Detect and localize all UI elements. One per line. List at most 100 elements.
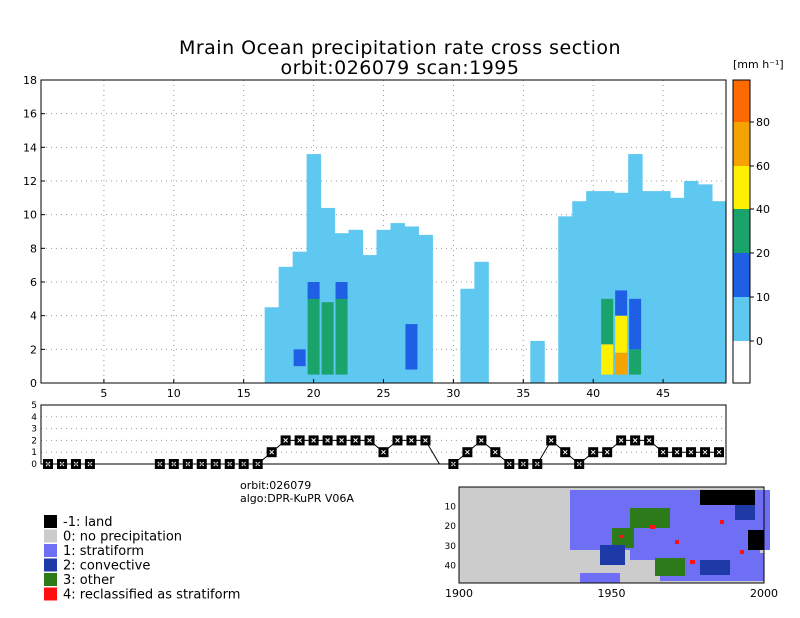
colorbar-tick-label: 0: [756, 335, 763, 348]
swath-patch: [735, 505, 755, 520]
colorbar-tick-label: 80: [756, 116, 770, 129]
swath-patch: [580, 573, 620, 583]
type-tick-label: 3: [31, 425, 37, 435]
type-marker-cross: [423, 438, 428, 443]
y-tick-label: 4: [30, 310, 37, 323]
swath-ticks: 1900 1950 2000 10 20 30 40: [445, 503, 778, 600]
rate-cell: [307, 282, 320, 299]
type-marker-cross: [562, 449, 568, 455]
y-tick-label: 14: [23, 141, 37, 154]
colorbar-labels: 0 10 20 40 60 80: [750, 116, 770, 348]
rate-cell: [629, 298, 642, 350]
type-tick-label: 0: [31, 460, 37, 470]
precip-column: [586, 191, 601, 383]
y-tick-label: 10: [23, 209, 37, 222]
cross-section-panel: 5 10 15 20 25 30 35 40 45 0 2 4 6 8 10 12 14 16 18: [23, 74, 727, 400]
legend-swatch: [44, 587, 57, 601]
type-marker-cross: [409, 438, 414, 443]
colorbar-bins: [733, 80, 750, 383]
algo-info: algo:DPR-KuPR V06A: [240, 492, 354, 505]
type-marker-cross: [674, 449, 680, 455]
swath-y-label: 40: [445, 561, 457, 571]
swath-y-label: 30: [445, 542, 457, 552]
y-tick-label: 12: [23, 175, 37, 188]
precip-column: [362, 255, 378, 383]
type-marker-cross: [660, 449, 666, 455]
type-marker-cross: [311, 438, 316, 443]
x-tick-label: 35: [516, 387, 530, 400]
type-marker-cross: [688, 449, 694, 455]
colorbar-tick-label: 40: [756, 203, 770, 216]
main-ticks: 5 10 15 20 25 30 35 40 45 0 2 4 6 8 10 12 14 16 18: [23, 74, 670, 400]
legend-swatch: [44, 515, 57, 528]
type-marker-cross: [395, 438, 400, 443]
type-marker-cross: [339, 438, 344, 443]
precip-column: [572, 201, 587, 383]
type-marker-cross: [381, 449, 386, 455]
rate-cell: [335, 290, 348, 375]
swath-y-label: 20: [445, 522, 457, 532]
legend-label: -1: land: [63, 515, 113, 530]
x-tick-label: 30: [446, 387, 460, 400]
y-tick-label: 18: [23, 74, 37, 87]
colorbar-bin: [733, 253, 750, 297]
colorbar-bin: [733, 209, 750, 253]
swath-y-label: 10: [445, 503, 457, 513]
y-tick-label: 2: [30, 343, 37, 356]
precip-column: [474, 261, 489, 383]
type-marker-cross: [604, 449, 610, 455]
type-tick-label: 5: [31, 401, 37, 411]
swath-patch: [630, 508, 670, 528]
swath-x-label: 1900: [445, 587, 473, 600]
colorbar-bin: [733, 341, 750, 383]
swath-patch: [620, 535, 624, 538]
colorbar-bin: [733, 122, 750, 166]
legend-swatch: [44, 544, 57, 557]
type-grid: [41, 416, 726, 453]
x-tick-label: 40: [586, 387, 600, 400]
type-marker-cross: [646, 438, 652, 443]
type-marker-cross: [702, 449, 708, 455]
swath-map: 1900 1950 2000 10 20 30 40: [445, 486, 778, 600]
precip-column: [712, 201, 727, 383]
precip-column: [390, 223, 405, 383]
chart-title: Mrain Ocean precipitation rate cross sec…: [179, 37, 621, 59]
swath-x-label: 1950: [598, 587, 626, 600]
x-tick-label: 45: [656, 387, 670, 400]
orbit-info: orbit:026079: [240, 479, 311, 492]
type-marker-cross: [297, 438, 302, 443]
legend-label: 0: no precipitation: [63, 530, 182, 545]
x-tick-label: 15: [237, 387, 251, 400]
type-marker-cross: [283, 438, 288, 443]
rate-cell: [615, 352, 628, 375]
colorbar-bin: [733, 80, 750, 122]
precip-column: [530, 340, 545, 383]
x-tick-label: 10: [167, 387, 181, 400]
type-marker-cross: [353, 438, 358, 443]
precip-column: [418, 234, 433, 383]
legend-swatch: [44, 573, 57, 586]
precip-column: [460, 288, 475, 383]
rate-cell: [293, 349, 306, 367]
type-tick-label: 4: [31, 413, 37, 423]
type-marker-cross: [269, 449, 275, 455]
x-tick-label: 25: [377, 387, 391, 400]
precip-column: [376, 229, 391, 383]
legend-swatch: [44, 558, 57, 572]
legend-label: 3: other: [63, 573, 115, 588]
colorbar: [mm h⁻¹] 0 10 20 40 60 80: [732, 58, 784, 384]
y-tick-label: 0: [30, 377, 37, 390]
type-marker-cross: [479, 438, 484, 443]
type-marker-cross: [716, 449, 722, 455]
swath-patch: [700, 490, 755, 505]
colorbar-tick-label: 10: [756, 291, 770, 304]
type-marker-cross: [325, 438, 330, 443]
legend-label: 1: stratiform: [63, 544, 144, 559]
swath-patches: [570, 490, 770, 583]
x-tick-label: 20: [307, 387, 321, 400]
rate-cell: [321, 302, 334, 375]
swath-patch: [600, 545, 625, 565]
swath-patch: [700, 560, 730, 575]
